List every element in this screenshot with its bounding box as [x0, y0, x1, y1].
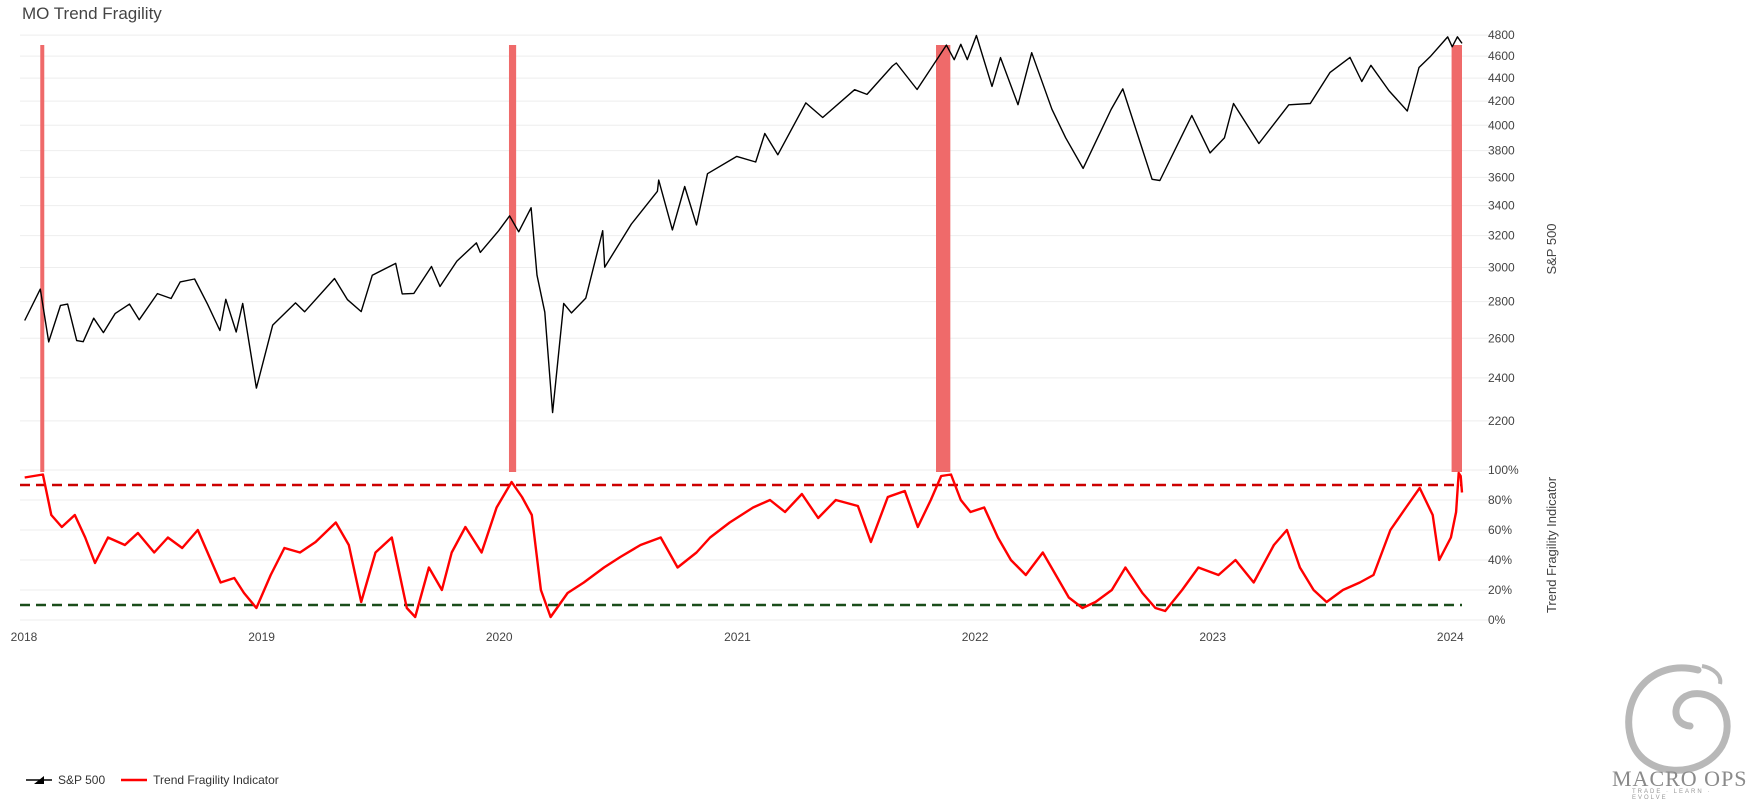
fragility-highlight-band	[40, 45, 45, 472]
y-tick-label-sp500: 4200	[1488, 94, 1515, 108]
y-tick-label-sp500: 2200	[1488, 414, 1515, 428]
x-tick-label: 2021	[724, 630, 751, 644]
legend-label-sp500: S&P 500	[58, 773, 106, 787]
y-tick-label-sp500: 3800	[1488, 144, 1515, 158]
legend-item-fragility[interactable]: Trend Fragility Indicator	[121, 773, 279, 787]
highlight-bands	[40, 45, 1462, 472]
x-tick-label: 2022	[962, 630, 989, 644]
y-tick-label-fragility: 60%	[1488, 523, 1512, 537]
y-tick-label-fragility: 40%	[1488, 553, 1512, 567]
fragility-highlight-band	[508, 45, 517, 472]
macro-ops-logo	[1625, 664, 1731, 774]
y-tick-label-sp500: 2800	[1488, 295, 1515, 309]
legend-swatch-sp500	[26, 776, 52, 784]
x-tick-label: 2020	[486, 630, 513, 644]
y-tick-label-sp500: 2600	[1488, 331, 1515, 345]
watermark-subtext: TRADE · LEARN · EVOLVE	[1632, 789, 1712, 801]
y-tick-label-fragility: 0%	[1488, 613, 1506, 627]
y-tick-label-sp500: 4600	[1488, 49, 1515, 63]
y-tick-label-sp500: 3000	[1488, 261, 1515, 275]
y-tick-label-sp500: 3600	[1488, 170, 1515, 184]
y-axis-fragility: 0% 20% 40% 60% 80% 100%	[1488, 463, 1519, 627]
y-tick-label-sp500: 4800	[1488, 28, 1515, 42]
chart-title: MO Trend Fragility	[22, 4, 162, 23]
fragility-highlight-band	[936, 45, 951, 472]
y-tick-label-sp500: 3200	[1488, 229, 1515, 243]
legend-swatch-fragility	[121, 778, 148, 782]
y-tick-label-sp500: 3400	[1488, 199, 1515, 213]
x-axis: 2018 2019 2020 2021 2022 2023 2024	[11, 630, 1464, 644]
x-tick-label: 2018	[11, 630, 38, 644]
y-axis-title-sp500: S&P 500	[1544, 223, 1559, 274]
y-tick-label-fragility: 100%	[1488, 463, 1519, 477]
y-tick-label-sp500: 4000	[1488, 118, 1515, 132]
gridlines	[20, 34, 1492, 621]
y-tick-label-sp500: 4400	[1488, 71, 1515, 85]
legend-item-sp500[interactable]: S&P 500	[26, 773, 105, 787]
series-lines	[24, 34, 1464, 619]
y-tick-label-sp500: 2400	[1488, 371, 1515, 385]
fragility-highlight-band	[1451, 45, 1462, 472]
x-tick-label: 2023	[1199, 630, 1226, 644]
x-tick-label: 2024	[1437, 630, 1464, 644]
legend: S&P 500 Trend Fragility Indicator	[26, 773, 287, 787]
y-tick-label-fragility: 80%	[1488, 493, 1512, 507]
y-tick-label-fragility: 20%	[1488, 583, 1512, 597]
watermark-text: MACRO OPS	[1612, 766, 1748, 791]
threshold-lines	[20, 483, 1462, 607]
fragility-line	[24, 471, 1464, 619]
y-axis-title-fragility: Trend Fragility Indicator	[1544, 476, 1559, 613]
sp500-line	[24, 34, 1463, 414]
y-axis-sp500: 2200 2400 2600 2800 3000 3200 3400 3600 3800 4000…	[1488, 28, 1515, 428]
legend-label-fragility: Trend Fragility Indicator	[153, 773, 279, 787]
x-tick-label: 2019	[248, 630, 275, 644]
